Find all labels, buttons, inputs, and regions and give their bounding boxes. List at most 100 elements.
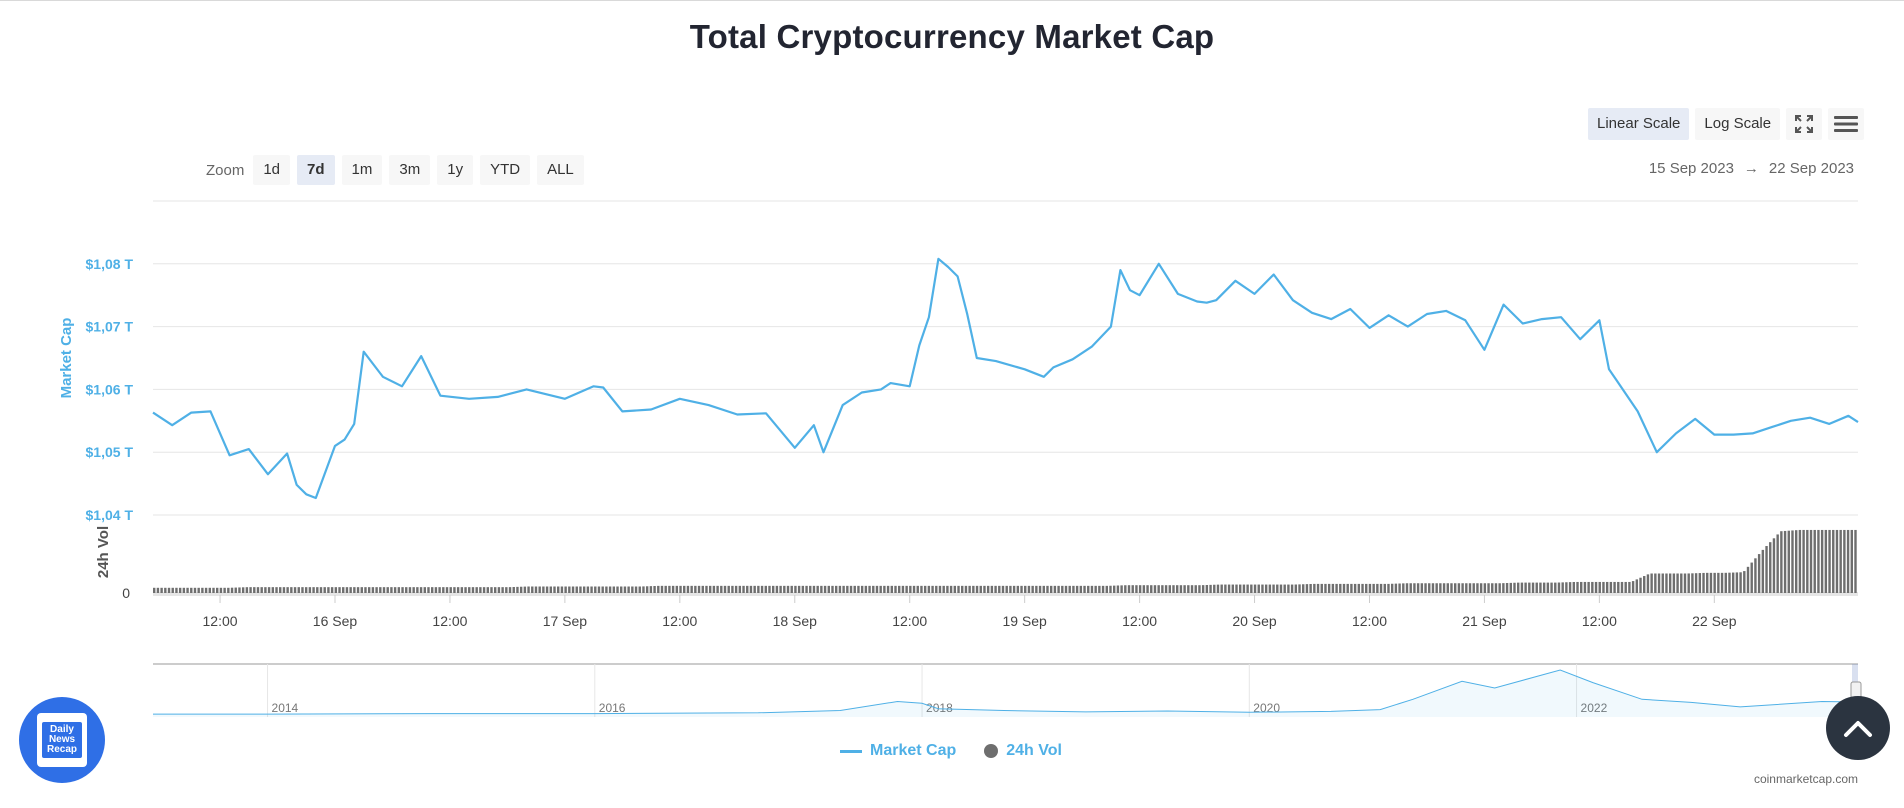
- volume-bar: [1602, 581, 1605, 593]
- volume-bar: [1750, 562, 1753, 593]
- x-tick-label: 12:00: [432, 613, 467, 629]
- range-to[interactable]: 22 Sep 2023: [1768, 160, 1854, 177]
- range-arrow: →: [1743, 160, 1759, 177]
- volume-bar: [1557, 582, 1561, 593]
- volume-bar: [286, 587, 289, 593]
- volume-bar: [1487, 583, 1490, 593]
- volume-bar: [453, 587, 456, 593]
- volume-bar: [197, 587, 200, 593]
- volume-bar: [853, 585, 856, 593]
- volume-bars: [153, 529, 1857, 593]
- volume-bar: [412, 587, 415, 593]
- zoom-1m-button[interactable]: 1m: [341, 155, 383, 185]
- volume-bar: [1350, 583, 1353, 593]
- zoom-ytd-button[interactable]: YTD: [480, 155, 531, 185]
- volume-bar: [1239, 584, 1242, 593]
- volume-bar: [219, 587, 223, 593]
- volume-bar: [1828, 529, 1831, 593]
- volume-bar: [1205, 585, 1209, 593]
- volume-bar: [1446, 583, 1449, 593]
- volume-bar: [1416, 583, 1420, 593]
- volume-bar: [1298, 584, 1301, 593]
- volume-bar: [271, 587, 275, 593]
- volume-bar: [1227, 584, 1231, 593]
- volume-bar: [723, 585, 727, 593]
- volume-bar: [164, 587, 167, 593]
- volume-bar: [616, 586, 619, 593]
- log-scale-button[interactable]: Log Scale: [1695, 108, 1781, 140]
- volume-bar: [545, 586, 549, 593]
- volume-bar: [1839, 529, 1842, 593]
- volume-bar: [764, 585, 767, 593]
- zoom-3m-button[interactable]: 3m: [389, 155, 431, 185]
- scroll-to-top-button[interactable]: [1826, 696, 1890, 760]
- volume-bar: [260, 587, 263, 593]
- volume-bar: [912, 585, 916, 593]
- volume-bar: [638, 586, 641, 593]
- volume-bar: [297, 587, 300, 593]
- range-from[interactable]: 15 Sep 2023: [1648, 160, 1734, 177]
- zoom-7d-button[interactable]: 7d: [297, 155, 335, 185]
- volume-bar: [1057, 585, 1060, 593]
- volume-bar: [1394, 583, 1398, 593]
- volume-bar: [771, 585, 775, 593]
- volume-bar: [475, 587, 478, 593]
- volume-bar: [1439, 583, 1442, 593]
- volume-bar: [1428, 583, 1431, 593]
- volume-bar: [1650, 573, 1653, 593]
- volume-bar: [1528, 582, 1531, 593]
- volume-bar: [1561, 582, 1564, 593]
- volume-bar: [1083, 585, 1086, 593]
- zoom-all-button[interactable]: ALL: [537, 155, 584, 185]
- daily-news-recap-badge[interactable]: Daily News Recap: [19, 697, 105, 783]
- volume-bar: [1442, 583, 1446, 593]
- volume-bar: [1109, 585, 1112, 593]
- volume-bar: [927, 585, 931, 593]
- x-tick-label: 12:00: [1352, 613, 1387, 629]
- volume-bar: [979, 585, 982, 593]
- volume-bar: [245, 587, 249, 593]
- volume-bar: [645, 586, 649, 593]
- volume-bar: [1302, 584, 1305, 593]
- volume-bar: [171, 587, 174, 593]
- legend-volume[interactable]: 24h Vol: [984, 742, 1062, 760]
- y-axis: $1,04 T $1,05 T $1,06 T $1,07 T $1,08 T Marke…: [58, 256, 133, 601]
- volume-bar: [1064, 585, 1068, 593]
- volume-bar: [1268, 584, 1272, 593]
- volume-bar: [1276, 584, 1279, 593]
- volume-bar: [1802, 529, 1805, 593]
- volume-bar: [831, 585, 834, 593]
- x-tick-label: 20 Sep: [1232, 613, 1277, 629]
- volume-bar: [405, 587, 408, 593]
- navigator: 2014 2016 2018 2020 2022: [153, 663, 1862, 717]
- volume-bar: [442, 587, 445, 593]
- volume-bar: [1116, 585, 1120, 593]
- hamburger-menu-icon[interactable]: [1828, 108, 1865, 140]
- volume-bar: [653, 586, 656, 593]
- badge-film-icon: Daily News Recap: [37, 713, 87, 767]
- volume-bar: [690, 585, 693, 593]
- chart-credit[interactable]: coinmarketcap.com: [1753, 772, 1858, 786]
- fullscreen-icon[interactable]: [1786, 108, 1823, 140]
- volume-bar: [1694, 573, 1698, 593]
- volume-bar: [1539, 582, 1542, 593]
- x-tick-label: 12:00: [662, 613, 697, 629]
- volume-bar: [1724, 572, 1727, 593]
- legend-market-cap[interactable]: Market Cap: [840, 742, 956, 760]
- volume-bar: [1798, 529, 1802, 593]
- volume-bar: [1494, 583, 1498, 593]
- volume-bar: [671, 585, 675, 593]
- volume-bar: [1769, 542, 1772, 593]
- volume-bar: [1591, 581, 1594, 593]
- linear-scale-button[interactable]: Linear Scale: [1588, 108, 1690, 140]
- page-title: Total Cryptocurrency Market Cap: [689, 18, 1215, 55]
- zoom-1d-button[interactable]: 1d: [253, 155, 291, 185]
- volume-bar: [901, 585, 905, 593]
- volume-bar: [382, 587, 386, 593]
- volume-bar: [879, 585, 882, 593]
- volume-bar: [167, 587, 171, 593]
- volume-bar: [1743, 571, 1746, 593]
- volume-bar: [1706, 572, 1709, 593]
- zoom-1y-button[interactable]: 1y: [437, 155, 474, 185]
